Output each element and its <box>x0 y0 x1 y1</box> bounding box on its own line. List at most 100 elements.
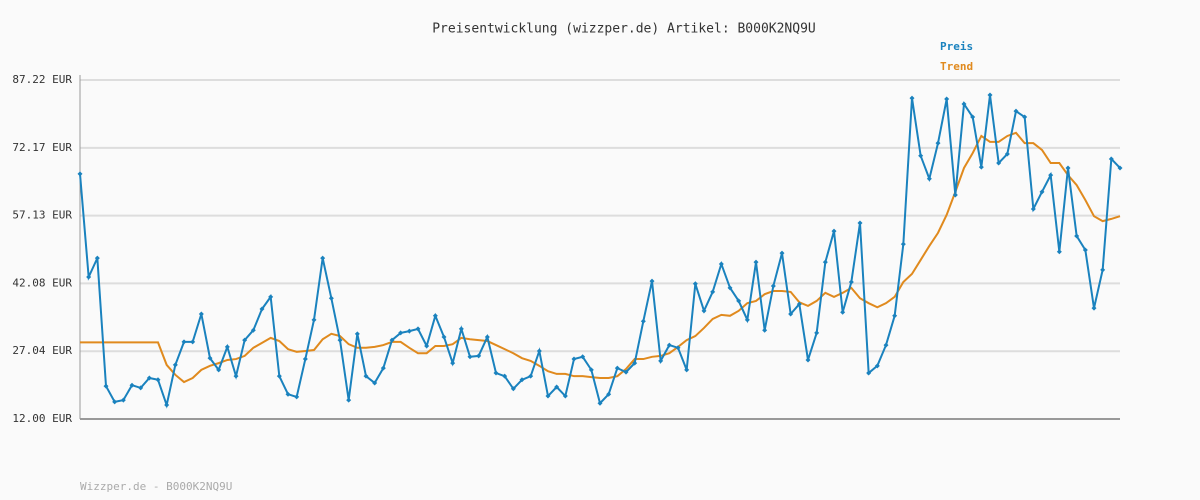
point <box>380 365 386 371</box>
point <box>268 294 274 300</box>
point <box>1030 206 1036 212</box>
point <box>216 367 222 373</box>
point <box>770 283 776 289</box>
point <box>1065 165 1071 171</box>
point <box>1056 249 1062 255</box>
point <box>363 373 369 379</box>
point <box>753 259 759 265</box>
point <box>1022 114 1028 120</box>
point <box>519 377 525 383</box>
point <box>701 308 707 314</box>
point <box>840 309 846 315</box>
point <box>311 317 317 323</box>
point <box>250 327 256 333</box>
footer: Wizzper.de - B000K2NQ9U <box>80 480 232 493</box>
point <box>892 313 898 319</box>
point <box>198 311 204 317</box>
point <box>536 348 542 354</box>
series-line <box>80 131 1121 384</box>
point <box>320 255 326 261</box>
point <box>138 385 144 391</box>
point <box>354 331 360 337</box>
point <box>164 402 170 408</box>
y-tick-label: 72.17 EUR <box>12 141 72 154</box>
point <box>129 382 135 388</box>
point <box>259 306 265 312</box>
point <box>502 373 508 379</box>
point <box>788 311 794 317</box>
point <box>632 360 638 366</box>
point <box>493 370 499 376</box>
point <box>242 337 248 343</box>
chart-title: Preisentwicklung (wizzper.de) Artikel: B… <box>432 22 816 37</box>
point <box>441 334 447 340</box>
point <box>1082 247 1088 253</box>
point <box>424 343 430 349</box>
point <box>762 327 768 333</box>
point <box>346 397 352 403</box>
point <box>406 328 412 334</box>
point <box>94 255 100 261</box>
point <box>276 373 282 379</box>
point <box>944 96 950 102</box>
point <box>294 394 300 400</box>
point <box>1108 156 1114 162</box>
point <box>658 358 664 364</box>
point <box>103 383 109 389</box>
point <box>796 301 802 307</box>
point <box>857 220 863 226</box>
point <box>285 391 291 397</box>
point <box>372 380 378 386</box>
point <box>580 354 586 360</box>
y-tick-label: 57.13 EUR <box>12 209 72 222</box>
point <box>718 261 724 267</box>
point <box>571 356 577 362</box>
y-tick-label: 12.00 EUR <box>12 412 72 425</box>
point <box>120 397 126 403</box>
point <box>233 373 239 379</box>
y-tick-label: 42.08 EUR <box>12 276 72 289</box>
legend-label: Trend <box>940 60 973 73</box>
point <box>640 318 646 324</box>
point <box>597 400 603 406</box>
point <box>484 334 490 340</box>
point <box>528 373 534 379</box>
point <box>467 354 473 360</box>
point <box>952 192 958 198</box>
point <box>649 278 655 284</box>
point <box>302 356 308 362</box>
point <box>692 281 698 287</box>
point <box>996 160 1002 166</box>
point <box>736 298 742 304</box>
point <box>978 164 984 170</box>
point <box>926 176 932 182</box>
point <box>86 274 92 280</box>
point <box>961 101 967 107</box>
point <box>328 295 334 301</box>
point <box>398 330 404 336</box>
point <box>666 342 672 348</box>
point <box>554 384 560 390</box>
point <box>623 369 629 375</box>
point <box>822 259 828 265</box>
point <box>224 344 230 350</box>
point <box>779 250 785 256</box>
point <box>684 367 690 373</box>
point <box>510 386 516 392</box>
point <box>727 285 733 291</box>
point <box>190 339 196 345</box>
point <box>1004 151 1010 157</box>
point <box>337 337 343 343</box>
point <box>866 370 872 376</box>
point <box>970 114 976 120</box>
point <box>848 279 854 285</box>
point <box>77 171 83 177</box>
point <box>909 95 915 101</box>
point <box>588 367 594 373</box>
point <box>172 362 178 368</box>
point <box>415 326 421 332</box>
point <box>814 330 820 336</box>
